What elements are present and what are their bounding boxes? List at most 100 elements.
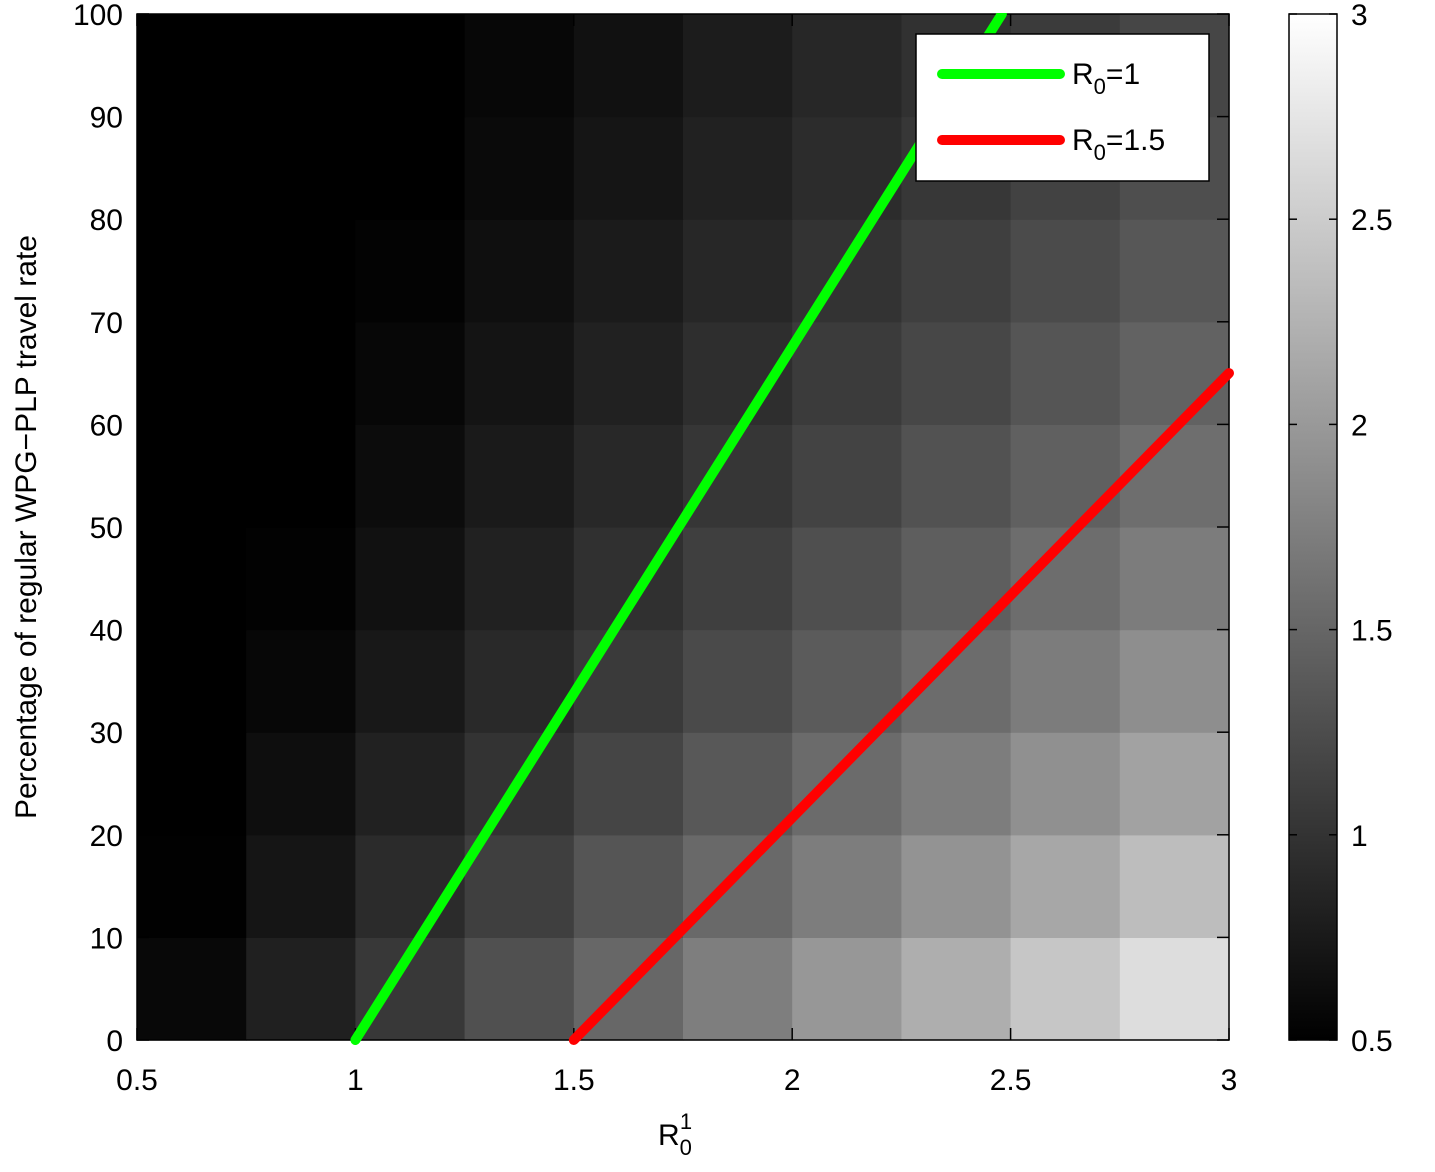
contour-line — [568, 368, 1234, 1045]
x-tick-label: 1.5 — [553, 1064, 595, 1097]
heatmap-cell — [464, 116, 575, 220]
heatmap-cell — [1119, 834, 1230, 938]
heatmap-cell — [683, 937, 793, 1041]
heatmap-cell — [137, 527, 247, 631]
heatmap-cell — [246, 629, 356, 733]
heatmap-cell — [246, 732, 356, 836]
x-tick-label: 2.5 — [990, 1064, 1032, 1097]
y-tick-label: 90 — [90, 102, 123, 135]
heatmap-cell — [901, 321, 1012, 425]
heatmap-cell — [1010, 219, 1121, 323]
heatmap-cell — [246, 219, 356, 323]
margin — [135, 0, 1231, 13]
y-tick-label: 50 — [90, 512, 123, 545]
heatmap-cell — [1119, 937, 1230, 1041]
heatmap-cell — [137, 937, 247, 1041]
colorbar-tick-label: 2.5 — [1351, 204, 1393, 237]
heatmap-cell — [792, 321, 902, 425]
heatmap-cell — [573, 321, 684, 425]
heatmap-cell — [792, 424, 902, 528]
x-tick-label: 3 — [1221, 1064, 1238, 1097]
y-tick-label: 40 — [90, 615, 123, 648]
heatmap-cell — [1010, 629, 1121, 733]
heatmap-cell — [573, 14, 684, 118]
y-tick-label: 20 — [90, 820, 123, 853]
heatmap-cell — [246, 834, 356, 938]
heatmap-cell — [901, 732, 1012, 836]
heatmap-cell — [464, 14, 575, 118]
y-tick-label: 60 — [90, 409, 123, 442]
legend-box — [915, 33, 1210, 182]
contour-line — [350, 9, 1007, 1045]
heatmap-cell — [246, 527, 356, 631]
heatmap-cell — [355, 116, 466, 220]
heatmap-cell — [573, 116, 684, 220]
colorbar-tick-label: 0.5 — [1351, 1025, 1393, 1058]
heatmap-cell — [1119, 629, 1230, 733]
heatmap-cell — [792, 219, 902, 323]
heatmap-cell — [1119, 424, 1230, 528]
heatmap-cell — [246, 14, 356, 118]
heatmap-cell — [355, 527, 466, 631]
heatmap-cell — [1010, 321, 1121, 425]
x-tick-label: 0.5 — [116, 1064, 158, 1097]
y-tick-label: 10 — [90, 922, 123, 955]
heatmap-cell — [792, 527, 902, 631]
legend-label: R0=1.5 — [1072, 124, 1165, 165]
heatmap-cell — [792, 732, 902, 836]
heatmap-cell — [1119, 321, 1230, 425]
heatmap-cell — [573, 219, 684, 323]
heatmap-cell — [792, 937, 902, 1041]
heatmap-cell — [683, 732, 793, 836]
heatmap-cell — [1119, 732, 1230, 836]
heatmap — [137, 14, 1230, 1041]
y-tick-label: 0 — [106, 1025, 123, 1058]
heatmap-cell — [355, 321, 466, 425]
heatmap-cell — [683, 14, 793, 118]
heatmap-cell — [573, 424, 684, 528]
heatmap-cell — [246, 424, 356, 528]
heatmap-cell — [792, 834, 902, 938]
heatmap-cell — [137, 629, 247, 733]
heatmap-cell — [573, 629, 684, 733]
heatmap-cell — [573, 834, 684, 938]
legend-label: R0=1 — [1072, 58, 1140, 99]
heatmap-cell — [683, 116, 793, 220]
x-tick-label: 1 — [347, 1064, 364, 1097]
heatmap-cell — [901, 424, 1012, 528]
heatmap-cell — [355, 732, 466, 836]
heatmap-cell — [683, 834, 793, 938]
heatmap-cell — [464, 527, 575, 631]
heatmap-cell — [901, 937, 1012, 1041]
heatmap-cell — [464, 424, 575, 528]
heatmap-cell — [355, 14, 466, 118]
heatmap-cell — [901, 219, 1012, 323]
colorbar-tick-label: 1.5 — [1351, 615, 1393, 648]
x-axis-label: R01 — [658, 1109, 692, 1160]
heatmap-cell — [246, 321, 356, 425]
heatmap-cell — [137, 14, 247, 118]
heatmap-cell — [464, 834, 575, 938]
colorbar-tick-label: 2 — [1351, 409, 1368, 442]
heatmap-cell — [355, 219, 466, 323]
heatmap-cell — [792, 14, 902, 118]
heatmap-cell — [137, 116, 247, 220]
heatmap-cell — [1010, 424, 1121, 528]
y-tick-label: 80 — [90, 204, 123, 237]
heatmap-cell — [573, 732, 684, 836]
heatmap-cell — [1119, 219, 1230, 323]
heatmap-cell — [137, 732, 247, 836]
y-tick-label: 30 — [90, 717, 123, 750]
heatmap-cell — [137, 834, 247, 938]
heatmap-cell — [1119, 527, 1230, 631]
heatmap-cell — [355, 424, 466, 528]
heatmap-cell — [683, 219, 793, 323]
heatmap-cell — [1010, 937, 1121, 1041]
y-tick-label: 100 — [73, 0, 123, 32]
heatmap-cell — [683, 527, 793, 631]
heatmap-cell — [246, 937, 356, 1041]
colorbar-tick-label: 1 — [1351, 820, 1368, 853]
heatmap-cell — [137, 219, 247, 323]
heatmap-cell — [464, 321, 575, 425]
